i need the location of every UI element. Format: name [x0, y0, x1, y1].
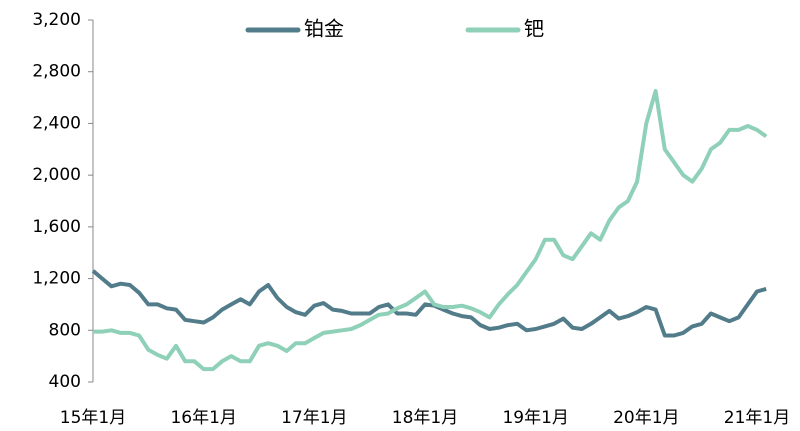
x-tick-label: 21年1月	[724, 408, 790, 428]
x-tick-label: 15年1月	[60, 408, 126, 428]
y-tick-label: 400	[49, 372, 81, 392]
x-tick-label: 16年1月	[170, 408, 236, 428]
x-tick-label: 17年1月	[281, 408, 347, 428]
line-series	[93, 89, 768, 372]
y-tick-label: 2,800	[32, 62, 81, 82]
y-tick-label: 1,600	[32, 217, 81, 237]
x-tick-label: 20年1月	[613, 408, 679, 428]
y-tick-label: 2,400	[32, 113, 81, 133]
y-tick-label: 800	[49, 320, 81, 340]
x-tick-label: 19年1月	[502, 408, 568, 428]
y-tick-label: 1,200	[32, 269, 81, 289]
y-tick-label: 2,000	[32, 165, 81, 185]
line-series	[91, 269, 767, 338]
legend-label: 钯	[524, 17, 544, 41]
y-tick-label: 3,200	[32, 10, 81, 30]
x-tick-label: 18年1月	[392, 408, 458, 428]
legend-label: 铂金	[304, 17, 344, 41]
